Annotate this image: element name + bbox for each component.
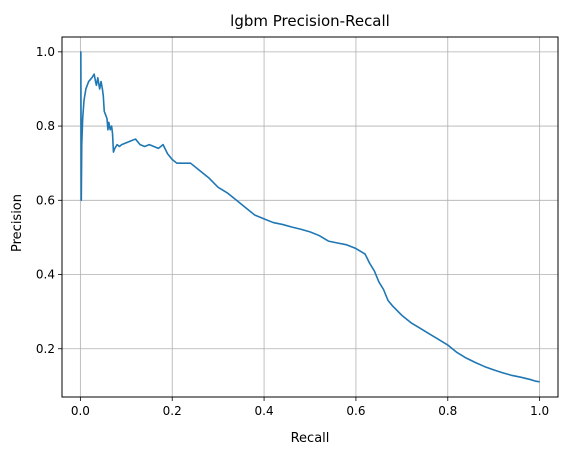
y-axis-ticks: 0.2 0.4 0.6 0.8 1.0 bbox=[36, 45, 62, 356]
plot-data bbox=[80, 51, 540, 383]
series-line bbox=[80, 51, 540, 383]
x-tick-label: 0.4 bbox=[255, 404, 274, 418]
x-tick-label: 0.6 bbox=[346, 404, 365, 418]
x-axis-ticks: 0.0 0.2 0.4 0.6 0.8 1.0 bbox=[71, 397, 549, 418]
x-tick-label: 1.0 bbox=[530, 404, 549, 418]
x-tick-label: 0.0 bbox=[71, 404, 90, 418]
y-tick-label: 1.0 bbox=[36, 45, 55, 59]
y-tick-label: 0.8 bbox=[36, 119, 55, 133]
x-tick-label: 0.8 bbox=[438, 404, 457, 418]
y-tick-label: 0.6 bbox=[36, 193, 55, 207]
y-tick-label: 0.2 bbox=[36, 342, 55, 356]
gridlines bbox=[62, 37, 558, 397]
x-tick-label: 0.2 bbox=[163, 404, 182, 418]
y-tick-label: 0.4 bbox=[36, 268, 55, 282]
chart-title: lgbm Precision-Recall bbox=[230, 12, 390, 30]
x-axis-label: Recall bbox=[291, 431, 330, 446]
plot-frame bbox=[61, 36, 559, 398]
y-axis-label: Precision bbox=[10, 194, 25, 252]
